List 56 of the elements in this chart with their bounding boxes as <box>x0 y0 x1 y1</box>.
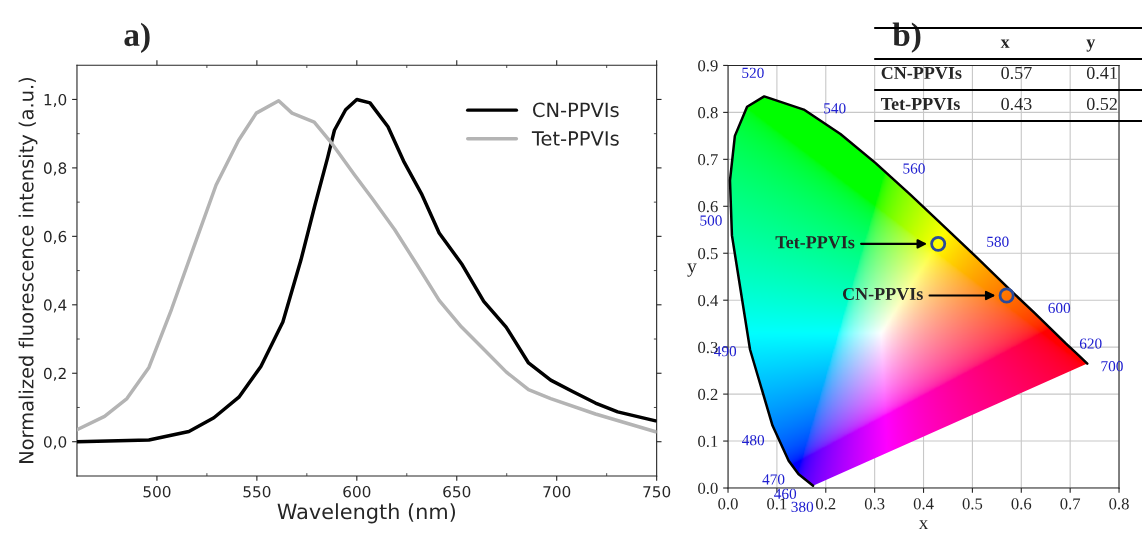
annotation: 470 <box>762 474 785 485</box>
y-axis-title: y <box>687 263 697 277</box>
annotation: 0.43 <box>1001 97 1032 111</box>
y-tick-label: 0,4 <box>43 299 67 313</box>
y-axis-title: Normalized fluorescence intensity (a.u.) <box>18 77 38 463</box>
annotation: 500 <box>700 215 722 226</box>
annotation: 560 <box>903 163 925 174</box>
text: x <box>1000 39 1010 48</box>
y-tick-label: 0.1 <box>698 435 718 448</box>
annotation: 0.41 <box>1086 66 1117 80</box>
x-tick-label: 700 <box>543 485 571 498</box>
annotation: 380 <box>791 501 814 513</box>
x-axis-title: Wavelength (nm) <box>277 503 455 524</box>
y-tick-label: 0,2 <box>43 367 66 381</box>
x-tick-label: 0.4 <box>913 498 934 510</box>
x-axis-title: x <box>918 520 929 530</box>
y-tick-label: 0,8 <box>43 162 67 176</box>
annotation: 580 <box>987 236 1009 247</box>
chart-title: a) <box>124 22 150 53</box>
y-tick-label: 0.7 <box>698 154 718 166</box>
x-tick-label: 0.6 <box>1011 498 1032 510</box>
annotation: CN-PPVIs <box>881 66 962 80</box>
x-tick-label: 0.1 <box>767 498 787 510</box>
x-tick-label: 0.2 <box>816 498 836 510</box>
y-tick-label: 0.6 <box>698 200 718 213</box>
y-tick-label: 0.8 <box>698 107 718 119</box>
x-tick-label: 650 <box>443 485 471 498</box>
annotation: 0.57 <box>1001 66 1032 80</box>
annotation: 600 <box>1048 302 1071 314</box>
x-tick-label: 0.7 <box>1060 498 1081 510</box>
legend-label: CN-PPVIs <box>533 102 619 118</box>
x-tick-label: 0.8 <box>1109 498 1129 510</box>
text: Tet-PPVIs <box>775 236 855 249</box>
annotation: 0.52 <box>1086 97 1117 111</box>
legend-label: Tet-PPVIs <box>531 131 619 146</box>
y-tick-label: 0.4 <box>698 294 719 307</box>
x-tick-label: 600 <box>343 485 371 498</box>
annotation: 540 <box>824 103 846 114</box>
y-tick-label: 0,0 <box>43 436 67 450</box>
text: y <box>1086 39 1096 52</box>
y-tick-label: 0.9 <box>698 60 718 72</box>
y-tick-label: 0,6 <box>43 230 67 244</box>
annotation: Tet-PPVIs <box>880 98 960 111</box>
annotation: 480 <box>742 434 765 446</box>
annotation: 460 <box>774 488 797 499</box>
x-tick-label: 750 <box>643 485 671 498</box>
x-tick-label: 550 <box>243 485 271 498</box>
x-tick-label: 0.5 <box>962 498 983 510</box>
y-tick-label: 0.2 <box>698 388 718 401</box>
x-tick-label: 500 <box>143 485 171 498</box>
annotation: 520 <box>742 67 764 78</box>
y-tick-label: 1,0 <box>44 93 67 108</box>
x-tick-label: 0.0 <box>718 498 738 510</box>
y-tick-label: 0.5 <box>698 247 718 260</box>
x-tick-label: 0.3 <box>864 498 885 510</box>
annotation: 620 <box>1079 338 1102 349</box>
